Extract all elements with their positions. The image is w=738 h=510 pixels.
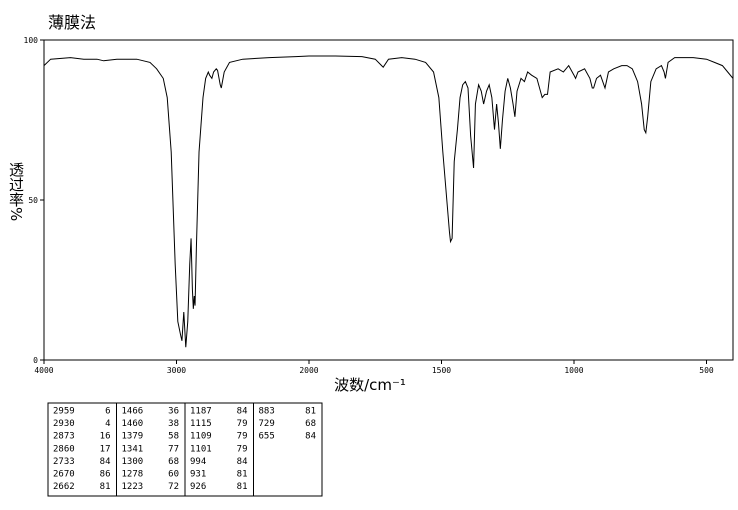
y-tick-label: 0 [33, 356, 38, 365]
peak-wavenumber: 2733 [53, 457, 75, 467]
peak-wavenumber: 1460 [122, 419, 144, 429]
peak-transmittance: 86 [100, 470, 111, 480]
chart-title: 薄膜法 [48, 13, 96, 32]
peak-wavenumber: 2930 [53, 419, 75, 429]
peak-transmittance: 17 [100, 444, 111, 454]
peak-wavenumber: 2670 [53, 470, 75, 480]
peak-transmittance: 36 [168, 407, 179, 417]
peak-wavenumber: 1115 [190, 419, 212, 429]
spectrum-line [43, 55, 734, 348]
y-tick-label: 50 [28, 196, 38, 205]
peak-wavenumber: 931 [190, 470, 206, 480]
y-axis-label: 透过率% [7, 162, 25, 221]
peak-wavenumber: 655 [259, 432, 275, 442]
peak-transmittance: 81 [305, 407, 316, 417]
plot-frame [43, 39, 734, 361]
peak-transmittance: 38 [168, 419, 179, 429]
y-tick-label: 100 [24, 36, 39, 45]
peak-transmittance: 84 [237, 457, 248, 467]
peak-transmittance: 16 [100, 432, 111, 442]
peak-wavenumber: 1187 [190, 407, 212, 417]
peak-wavenumber: 1223 [122, 482, 144, 492]
peak-transmittance: 68 [305, 419, 316, 429]
peak-wavenumber: 1109 [190, 432, 212, 442]
peak-transmittance: 4 [105, 419, 110, 429]
peak-transmittance: 58 [168, 432, 179, 442]
peak-wavenumber: 2959 [53, 407, 75, 417]
peak-transmittance: 79 [237, 432, 248, 442]
peak-wavenumber: 2860 [53, 444, 75, 454]
peak-wavenumber: 1278 [122, 470, 144, 480]
peak-transmittance: 81 [237, 470, 248, 480]
peak-transmittance: 6 [105, 407, 110, 417]
peak-wavenumber: 883 [259, 407, 275, 417]
peak-wavenumber: 994 [190, 457, 206, 467]
x-tick-label: 1000 [564, 366, 583, 375]
x-axis-label: 波数/cm⁻¹ [334, 376, 406, 394]
peak-wavenumber: 926 [190, 482, 206, 492]
peak-transmittance: 72 [168, 482, 179, 492]
peak-wavenumber: 1341 [122, 444, 144, 454]
peak-transmittance: 84 [305, 432, 316, 442]
x-tick-label: 2000 [299, 366, 318, 375]
x-tick-label: 4000 [34, 366, 53, 375]
peak-wavenumber: 1466 [122, 407, 144, 417]
peak-wavenumber: 729 [259, 419, 275, 429]
peak-transmittance: 79 [237, 444, 248, 454]
x-tick-label: 3000 [167, 366, 186, 375]
x-tick-label: 500 [699, 366, 714, 375]
peak-wavenumber: 2662 [53, 482, 75, 492]
peak-wavenumber: 1101 [190, 444, 212, 454]
peak-wavenumber: 1300 [122, 457, 144, 467]
peak-transmittance: 81 [100, 482, 111, 492]
peak-transmittance: 84 [237, 407, 248, 417]
peak-wavenumber: 2873 [53, 432, 75, 442]
peak-transmittance: 77 [168, 444, 179, 454]
peak-transmittance: 60 [168, 470, 179, 480]
peak-wavenumber: 1379 [122, 432, 144, 442]
peak-transmittance: 68 [168, 457, 179, 467]
x-tick-label: 1500 [432, 366, 451, 375]
peak-transmittance: 79 [237, 419, 248, 429]
peak-transmittance: 81 [237, 482, 248, 492]
peak-transmittance: 84 [100, 457, 111, 467]
